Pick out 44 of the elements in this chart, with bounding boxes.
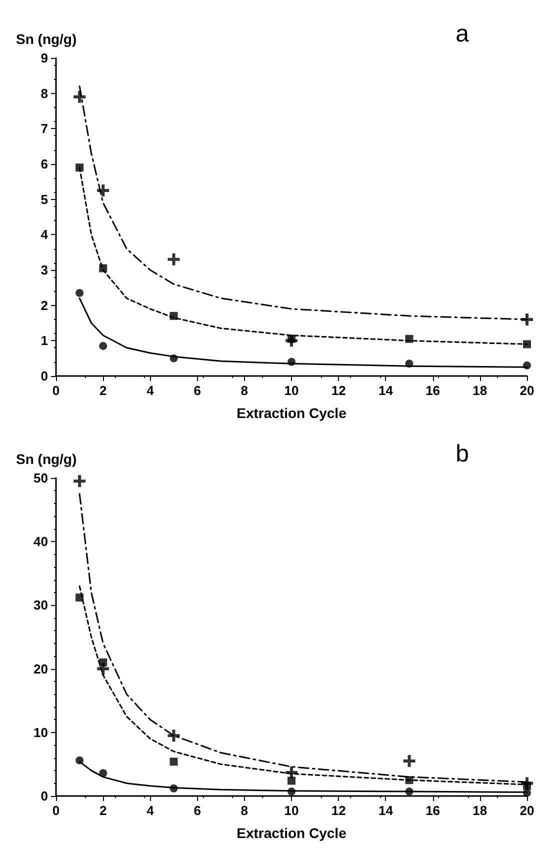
text: b — [456, 440, 470, 468]
x-tick-label: 20 — [520, 803, 534, 818]
y-tick-label: 50 — [34, 470, 48, 486]
x-tick-label: 10 — [284, 383, 299, 398]
y-tick-label: 5 — [40, 192, 48, 207]
y-tick-label: 9 — [40, 50, 48, 66]
x-tick-label: 0 — [52, 383, 60, 398]
x-tick-label: 18 — [472, 383, 488, 398]
y-tick-label: 0 — [40, 368, 48, 384]
x-tick-label: 6 — [194, 383, 201, 398]
y-tick-label: 2 — [40, 298, 48, 313]
x-tick-label: 2 — [99, 383, 107, 398]
x-tick-label: 8 — [240, 383, 248, 398]
y-tick-label: 10 — [34, 724, 48, 740]
x-axis-title: Extraction Cycle — [236, 825, 347, 841]
y-tick-label: 40 — [34, 534, 48, 550]
y-tick-label: 3 — [40, 262, 48, 278]
y-axis-title: Sn (ng/g) — [16, 31, 77, 47]
x-tick-label: 10 — [284, 803, 299, 818]
x-tick-label: 4 — [146, 383, 155, 398]
x-tick-label: 14 — [378, 383, 394, 398]
x-axis-title: Extraction Cycle — [236, 405, 347, 421]
x-tick-label: 12 — [331, 803, 346, 818]
y-tick-label: 8 — [40, 86, 48, 101]
y-tick-label: 0 — [40, 788, 48, 804]
y-tick-label: 1 — [40, 333, 48, 348]
y-tick-label: 4 — [40, 227, 49, 242]
x-tick-label: 16 — [426, 803, 440, 818]
y-tick-label: 30 — [34, 598, 48, 613]
x-tick-label: 4 — [146, 803, 155, 818]
x-tick-label: 2 — [99, 803, 107, 818]
x-tick-label: 8 — [240, 803, 248, 818]
x-tick-label: 14 — [378, 803, 394, 818]
y-tick-label: 20 — [34, 661, 48, 676]
x-tick-label: 16 — [426, 383, 440, 398]
y-axis-title: Sn (ng/g) — [16, 451, 77, 467]
x-tick-label: 12 — [331, 383, 346, 398]
x-tick-label: 20 — [520, 383, 534, 398]
x-tick-label: 0 — [52, 803, 60, 818]
y-tick-label: 7 — [40, 121, 48, 136]
x-tick-label: 18 — [472, 803, 488, 818]
y-tick-label: 6 — [40, 156, 48, 172]
text: a — [456, 20, 470, 48]
x-tick-label: 6 — [194, 803, 201, 818]
